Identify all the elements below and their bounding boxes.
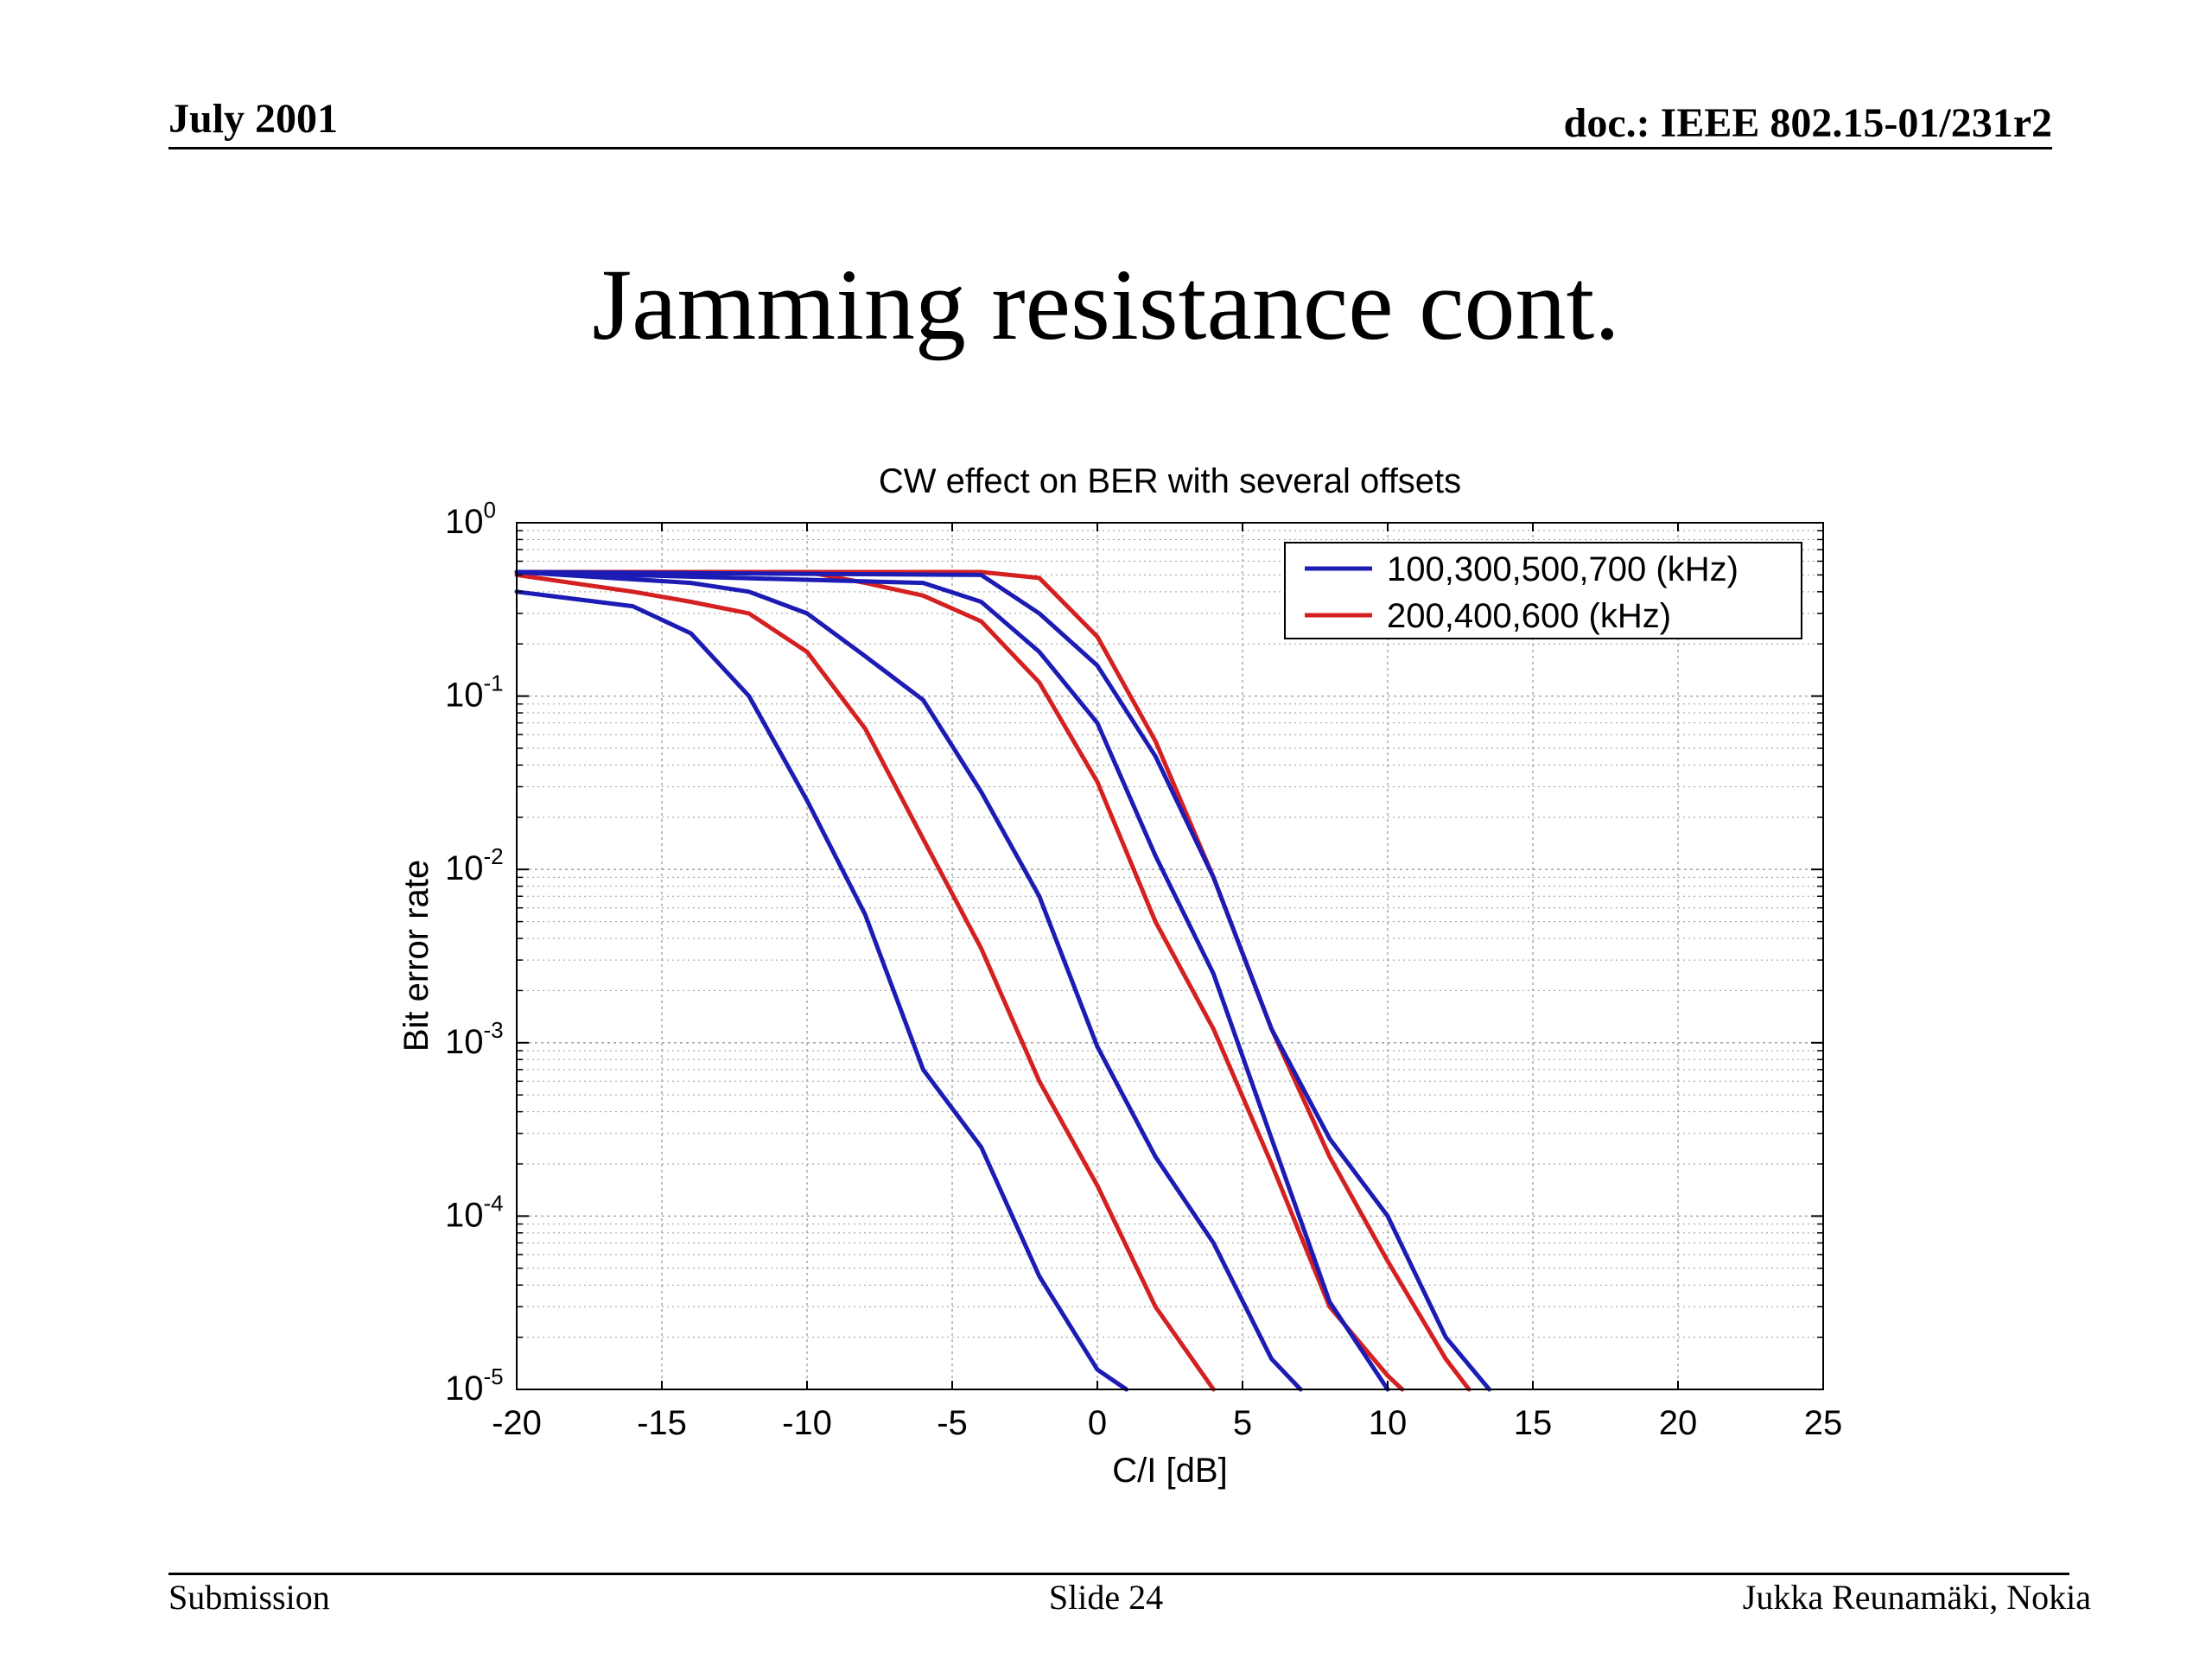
legend-box (1284, 542, 1802, 639)
series-line (514, 569, 1390, 1392)
y-tick-labels: 100 10-1 10-2 10-3 10-4 10-5 (445, 497, 504, 1408)
x-tick-label: 25 (1804, 1404, 1843, 1442)
legend-label-blue: 100,300,500,700 (kHz) (1387, 550, 1738, 588)
slide-title: Jamming resistance cont. (592, 248, 1620, 361)
footer-submission: Submission (168, 1578, 330, 1617)
x-tick-labels: -20 -15 -10 -5 0 5 10 15 20 25 (492, 1404, 1842, 1442)
series-line (514, 572, 1216, 1392)
y-tick-label: 10-4 (445, 1190, 504, 1234)
x-tick-label: 0 (1088, 1404, 1107, 1442)
x-tick-label: -5 (937, 1404, 968, 1442)
footer-slide-number: Slide 24 (1048, 1578, 1164, 1617)
header-date: July 2001 (168, 96, 339, 142)
x-axis-label: C/I [dB] (1112, 1452, 1227, 1490)
plot-frame (516, 522, 1824, 1390)
footer-divider (168, 1573, 2069, 1575)
x-tick-label: 20 (1659, 1404, 1698, 1442)
x-tick-label: -10 (782, 1404, 832, 1442)
plot-background (517, 523, 1823, 1389)
x-tick-label: 5 (1233, 1404, 1252, 1442)
x-tick-label: 10 (1369, 1404, 1408, 1442)
series-lines (514, 569, 1492, 1392)
y-tick-label: 10-3 (445, 1017, 504, 1061)
y-axis-label: Bit error rate (397, 860, 435, 1052)
y-tick-label: 10-2 (445, 843, 504, 887)
x-tick-label: -15 (637, 1404, 687, 1442)
series-line (514, 589, 1129, 1392)
header-divider (168, 147, 2052, 149)
y-tick-label: 10-5 (445, 1363, 504, 1408)
axis-ticks (516, 523, 1824, 1390)
legend: 100,300,500,700 (kHz) 200,400,600 (kHz) (1284, 542, 1802, 639)
chart-title: CW effect on BER with several offsets (879, 462, 1461, 500)
x-tick-label: 15 (1514, 1404, 1553, 1442)
y-tick-label: 100 (445, 497, 496, 541)
series-line (514, 569, 1303, 1392)
header-doc-id: doc.: IEEE 802.15-01/231r2 (1563, 100, 2052, 146)
footer-author: Jukka Reunamäki, Nokia (1742, 1578, 2091, 1617)
y-tick-label: 10-1 (445, 671, 504, 715)
series-line (514, 569, 1492, 1392)
legend-label-red: 200,400,600 (kHz) (1387, 597, 1671, 635)
x-tick-label: -20 (492, 1404, 542, 1442)
grid-lines (517, 523, 1823, 1389)
